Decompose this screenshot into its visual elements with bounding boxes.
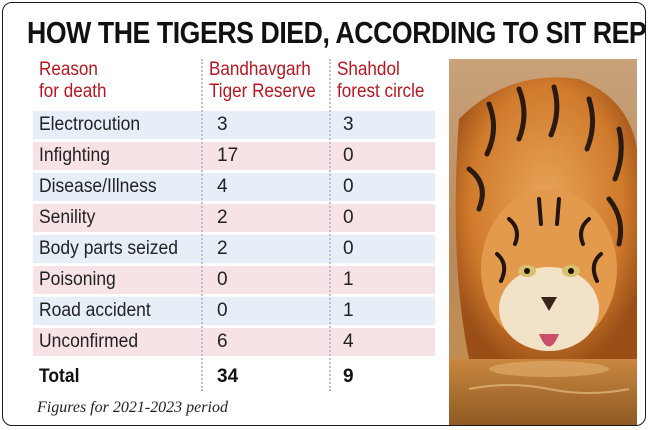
bandhavgarh-cell: 17 xyxy=(217,145,239,166)
total-row: Total 34 9 xyxy=(33,363,435,391)
table-row: Unconfirmed 6 4 xyxy=(33,328,435,356)
deaths-table: Reason for death Bandhavgarh Tiger Reser… xyxy=(3,3,443,425)
reason-cell: Infighting xyxy=(39,145,110,166)
tiger-photo xyxy=(449,59,637,425)
col-header-reason-line1: Reason xyxy=(39,59,98,80)
bandhavgarh-cell: 3 xyxy=(217,114,228,135)
shahdol-cell: 1 xyxy=(343,269,354,290)
shahdol-cell: 3 xyxy=(343,114,354,135)
table-row: Road accident 0 1 xyxy=(33,297,435,325)
table-row: Senility 2 0 xyxy=(33,204,435,232)
reason-cell: Disease/Illness xyxy=(39,176,157,197)
bandhavgarh-cell: 0 xyxy=(217,300,228,321)
col-header-bandhavgarh: Bandhavgarh Tiger Reserve xyxy=(209,59,316,103)
reason-cell: Poisoning xyxy=(39,269,116,290)
reason-cell: Unconfirmed xyxy=(39,331,139,352)
infographic-title: HOW THE TIGERS DIED, ACCORDING TO SIT RE… xyxy=(27,15,646,50)
bandhavgarh-cell: 2 xyxy=(217,207,228,228)
table-row: Body parts seized 2 0 xyxy=(33,235,435,263)
shahdol-cell: 0 xyxy=(343,145,354,166)
col-header-shahdol-line2: forest circle xyxy=(337,81,425,102)
footnote: Figures for 2021-2023 period xyxy=(37,399,228,416)
reason-cell: Road accident xyxy=(39,300,151,321)
total-shahdol: 9 xyxy=(343,366,354,387)
col-header-shahdol: Shahdol forest circle xyxy=(337,59,424,103)
infographic-frame: HOW THE TIGERS DIED, ACCORDING TO SIT RE… xyxy=(2,2,646,426)
col-header-bandhavgarh-line2: Tiger Reserve xyxy=(209,81,316,102)
column-divider-2 xyxy=(329,59,331,391)
shahdol-cell: 0 xyxy=(343,238,354,259)
col-header-shahdol-line1: Shahdol xyxy=(337,59,400,80)
table-row: Disease/Illness 4 0 xyxy=(33,173,435,201)
shahdol-cell: 1 xyxy=(343,300,354,321)
col-header-reason-line2: for death xyxy=(39,81,107,102)
column-divider-1 xyxy=(201,59,203,391)
total-bandhavgarh: 34 xyxy=(217,366,239,387)
bandhavgarh-cell: 0 xyxy=(217,269,228,290)
reason-cell: Electrocution xyxy=(39,114,141,135)
bandhavgarh-cell: 2 xyxy=(217,238,228,259)
table-row: Poisoning 0 1 xyxy=(33,266,435,294)
shahdol-cell: 4 xyxy=(343,331,354,352)
reason-cell: Senility xyxy=(39,207,96,228)
total-label: Total xyxy=(39,366,80,387)
table-row: Infighting 17 0 xyxy=(33,142,435,170)
reason-cell: Body parts seized xyxy=(39,238,178,259)
bandhavgarh-cell: 6 xyxy=(217,331,228,352)
col-header-bandhavgarh-line1: Bandhavgarh xyxy=(209,59,311,80)
shahdol-cell: 0 xyxy=(343,207,354,228)
col-header-reason: Reason for death xyxy=(39,59,107,103)
bandhavgarh-cell: 4 xyxy=(217,176,228,197)
table-row: Electrocution 3 3 xyxy=(33,111,435,139)
shahdol-cell: 0 xyxy=(343,176,354,197)
